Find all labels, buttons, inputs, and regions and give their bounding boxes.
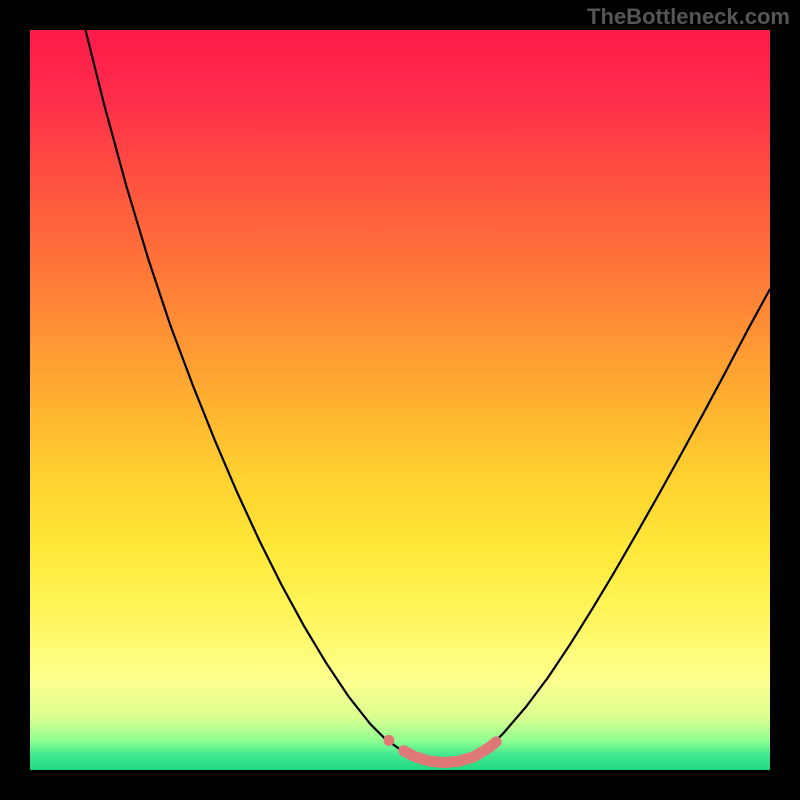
chart-root: TheBottleneck.com [0, 0, 800, 800]
plot-area [30, 30, 770, 770]
bottleneck-curve [86, 30, 771, 763]
watermark-text: TheBottleneck.com [587, 4, 790, 30]
optimal-range-highlight [404, 742, 497, 763]
marker-dot [383, 735, 394, 746]
curve-layer [30, 30, 770, 770]
